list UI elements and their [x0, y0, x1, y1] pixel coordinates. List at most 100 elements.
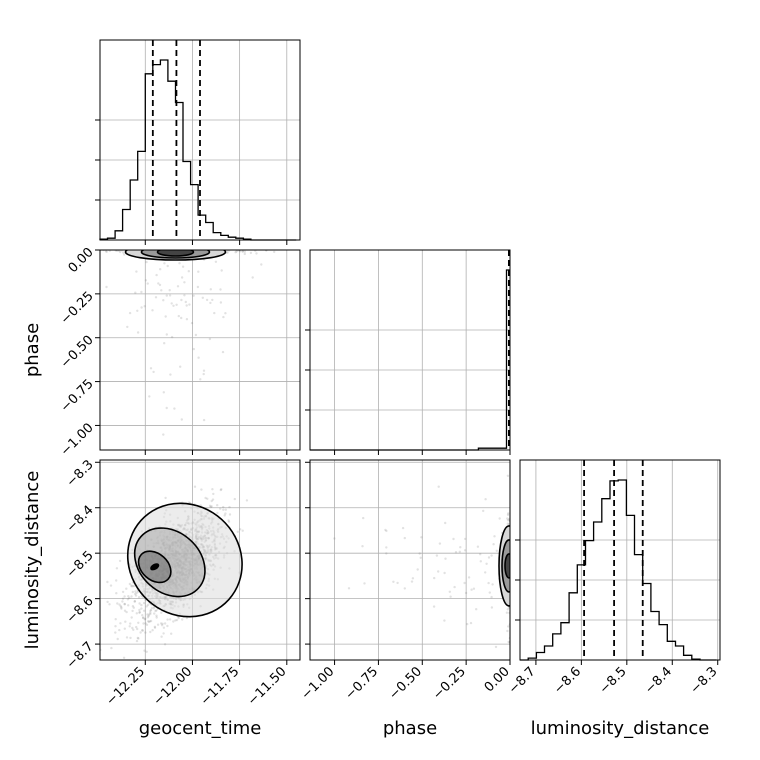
scatter-point [149, 619, 153, 623]
scatter-point [145, 650, 148, 653]
scatter-point [128, 625, 131, 628]
scatter-point [219, 507, 222, 510]
scatter-point [181, 265, 185, 268]
scatter-point [490, 606, 494, 609]
scatter-point [149, 608, 153, 612]
scatter-point [490, 595, 493, 599]
scatter-point [185, 304, 188, 307]
scatter-point [190, 321, 194, 325]
scatter-point [115, 567, 119, 570]
scatter-point [498, 517, 501, 520]
scatter-point [213, 311, 216, 315]
scatter-point [187, 270, 190, 273]
scatter-point [142, 601, 146, 605]
scatter-point [168, 289, 171, 292]
scatter-point [165, 406, 168, 410]
density-peak [150, 563, 160, 571]
scatter-point [144, 617, 147, 621]
scatter-point [200, 488, 203, 491]
x-tick-label-geocent-time: −12.00 [151, 664, 196, 709]
scatter-point [196, 285, 200, 289]
scatter-point [142, 622, 145, 625]
scatter-point [212, 492, 215, 496]
scatter-point [123, 602, 126, 606]
scatter-point [444, 521, 447, 525]
scatter-point [131, 626, 134, 630]
y-tick-label-luminosity-distance: −8.7 [64, 639, 97, 672]
scatter-point [118, 559, 122, 563]
scatter-point [241, 250, 244, 253]
scatter-point [209, 288, 212, 291]
scatter-point [131, 585, 135, 588]
scatter-point [392, 580, 395, 583]
scatter-point [151, 309, 154, 312]
scatter-point [154, 296, 158, 299]
scatter-point [138, 608, 141, 612]
scatter-point [363, 582, 366, 585]
scatter-point [505, 611, 509, 614]
scatter-point [385, 546, 388, 549]
scatter-point [454, 551, 458, 554]
scatter-point [160, 635, 163, 638]
scatter-point [135, 270, 138, 273]
scatter-point [130, 584, 133, 587]
scatter-point [106, 580, 109, 584]
x-tick-label-phase: −1.00 [299, 664, 338, 703]
scatter-point [125, 636, 129, 639]
histograms [99, 40, 717, 661]
scatter-point [123, 253, 126, 256]
x-tick-label-luminosity-distance: −8.5 [597, 664, 630, 697]
panel-geocent-time-vs-phase-frame [99, 249, 301, 451]
scatter-point [163, 342, 166, 345]
histogram-luminosity-distance [520, 479, 717, 661]
scatter-point [260, 263, 263, 266]
scatter-point [403, 587, 406, 590]
scatter-point [134, 594, 138, 597]
scatter-point [131, 590, 134, 594]
scatter-point [202, 418, 206, 422]
scatter-point [121, 597, 125, 600]
scatter-point [163, 622, 167, 625]
density-geocent-time-vs-phase [124, 250, 227, 261]
scatter-point [122, 656, 126, 659]
x-tick-label-geocent-time: −12.25 [103, 664, 148, 709]
scatter-point [148, 620, 152, 623]
scatter-point [128, 311, 132, 315]
scatter-point [236, 530, 239, 533]
scatter-point [121, 600, 124, 603]
scatter-point [507, 640, 510, 644]
y-tick-label-phase: −0.50 [58, 333, 97, 372]
y-tick-label-luminosity-distance: −8.3 [64, 457, 97, 490]
scatter-point [147, 614, 150, 618]
scatter-point [469, 621, 473, 625]
scatter-point [419, 556, 422, 559]
scatter-point [209, 301, 212, 305]
scatter-point [142, 616, 145, 619]
x-tick-label-luminosity-distance: −8.4 [642, 664, 675, 697]
scatter-point [435, 554, 439, 557]
scatter-point [170, 335, 174, 339]
scatter-point [227, 520, 231, 523]
scatter-point [333, 537, 336, 540]
scatter-point [168, 294, 172, 297]
scatter-point [251, 276, 254, 279]
scatter-point [487, 556, 491, 559]
scatter-point [141, 629, 144, 632]
scatter-point [149, 612, 152, 616]
scatter-point [228, 513, 232, 516]
scatter-point [467, 576, 471, 579]
x-tick-label-luminosity-distance: −8.3 [688, 664, 721, 697]
scatter-point [488, 591, 491, 594]
scatter-point [197, 270, 200, 273]
scatter-point [129, 636, 132, 640]
scatter-point [227, 519, 230, 522]
scatter-point [418, 552, 421, 555]
scatter-point [507, 523, 510, 526]
scatter-point [138, 611, 141, 614]
scatter-point [166, 264, 169, 268]
contour-middle [133, 527, 206, 598]
axis-labels: geocent_time phase luminosity_distance p… [22, 323, 709, 739]
scatter-point [126, 325, 129, 329]
scatter-point [180, 298, 183, 302]
